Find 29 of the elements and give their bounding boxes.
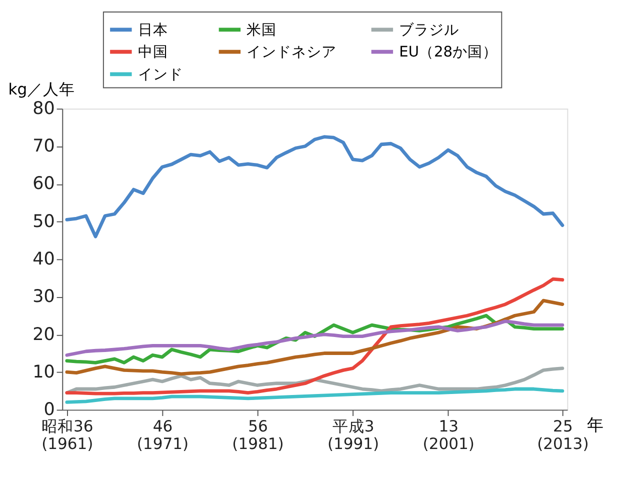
y-tick-label: 70 (32, 136, 55, 157)
legend-label: 中国 (138, 44, 168, 61)
y-tick-label: 0 (44, 400, 55, 420)
x-tick-label: 13 (2001) (422, 418, 474, 454)
legend-label: 米国 (246, 22, 277, 39)
y-tick-label: 50 (32, 212, 55, 232)
x-tick-label: 平成3 (1991) (327, 418, 380, 454)
line-series (65, 298, 564, 376)
y-tick-label: 40 (32, 250, 55, 270)
line-series (65, 320, 564, 357)
legend-label: インドネシア (246, 44, 337, 61)
y-tick-label: 30 (32, 287, 55, 308)
y-tick-label: 10 (32, 362, 55, 382)
legend-label: ブラジル (399, 22, 460, 39)
y-tick-label: 60 (32, 174, 55, 194)
line-series (65, 277, 564, 396)
line-series (65, 387, 564, 404)
legend-label: EU（28か国） (399, 44, 498, 61)
x-tick-label: 56 (1981) (232, 418, 284, 454)
x-tick-label: 昭和36 (1961) (42, 418, 94, 454)
x-tick-label: 46 (1971) (136, 418, 189, 454)
y-axis-title: kg／人年 (8, 80, 76, 99)
line-series (65, 366, 564, 394)
legend-label: インド (138, 66, 183, 83)
legend-label: 日本 (138, 22, 168, 39)
y-tick-label: 80 (32, 98, 55, 119)
line-series (65, 135, 564, 238)
x-axis-title: 年 (587, 416, 604, 435)
y-tick-label: 20 (32, 324, 55, 345)
